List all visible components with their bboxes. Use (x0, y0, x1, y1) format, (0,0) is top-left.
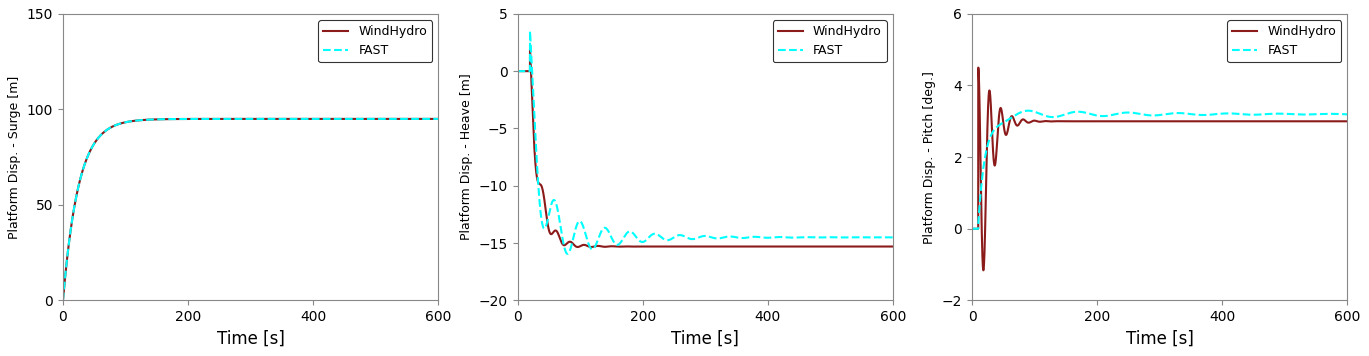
Line: FAST: FAST (972, 111, 1347, 229)
WindHydro (427, 117, 444, 121)
WindHydro (223, 117, 240, 121)
FAST (678, 235, 694, 239)
WindHydro (882, 244, 898, 248)
X-axis label: Time [s]: Time [s] (671, 330, 739, 348)
FAST (55, 298, 71, 303)
FAST (1055, 113, 1072, 117)
FAST (882, 235, 898, 240)
FAST (1336, 112, 1353, 116)
FAST (1020, 109, 1036, 113)
FAST (1339, 112, 1355, 116)
FAST (146, 117, 163, 122)
WindHydro (570, 245, 586, 249)
Line: FAST: FAST (517, 31, 893, 254)
WindHydro (650, 245, 667, 249)
Line: FAST: FAST (63, 119, 438, 300)
WindHydro (597, 245, 613, 249)
FAST (427, 117, 444, 121)
WindHydro (601, 244, 617, 248)
FAST (522, 29, 538, 33)
Legend: WindHydro, FAST: WindHydro, FAST (1228, 20, 1342, 62)
WindHydro (430, 117, 446, 121)
Y-axis label: Platform Disp. - Surge [m]: Platform Disp. - Surge [m] (8, 75, 22, 239)
FAST (1053, 114, 1069, 118)
FAST (1051, 114, 1068, 118)
WindHydro (509, 69, 526, 73)
WindHydro (884, 244, 901, 248)
FAST (597, 226, 613, 230)
FAST (196, 117, 212, 121)
WindHydro (1339, 119, 1355, 124)
FAST (650, 234, 667, 238)
WindHydro (975, 268, 991, 272)
WindHydro (964, 227, 980, 231)
FAST (509, 69, 526, 73)
Legend: WindHydro, FAST: WindHydro, FAST (319, 20, 433, 62)
WindHydro (1051, 119, 1068, 124)
FAST (601, 230, 617, 234)
WindHydro (1105, 119, 1121, 124)
WindHydro (1132, 119, 1149, 124)
FAST (142, 117, 159, 122)
WindHydro (522, 47, 538, 51)
Legend: WindHydro, FAST: WindHydro, FAST (773, 20, 887, 62)
WindHydro (1055, 119, 1072, 124)
FAST (884, 235, 901, 240)
X-axis label: Time [s]: Time [s] (216, 330, 285, 348)
FAST (1132, 112, 1149, 116)
Y-axis label: Platform Disp. - Pitch [deg.]: Platform Disp. - Pitch [deg.] (923, 71, 936, 244)
FAST (598, 227, 615, 231)
Line: WindHydro: WindHydro (972, 68, 1347, 270)
WindHydro (1336, 119, 1353, 124)
Y-axis label: Platform Disp. - Heave [m]: Platform Disp. - Heave [m] (460, 74, 472, 241)
WindHydro (146, 117, 163, 122)
Line: WindHydro: WindHydro (517, 49, 893, 247)
FAST (223, 117, 240, 121)
WindHydro (142, 117, 159, 122)
WindHydro (55, 298, 71, 303)
FAST (1105, 112, 1121, 117)
Line: WindHydro: WindHydro (63, 119, 438, 300)
FAST (144, 117, 160, 122)
WindHydro (196, 117, 212, 121)
WindHydro (1053, 119, 1069, 124)
WindHydro (598, 245, 615, 249)
FAST (560, 252, 576, 256)
WindHydro (971, 66, 987, 70)
WindHydro (144, 117, 160, 122)
FAST (964, 227, 980, 231)
X-axis label: Time [s]: Time [s] (1125, 330, 1194, 348)
FAST (430, 117, 446, 121)
WindHydro (678, 244, 694, 248)
